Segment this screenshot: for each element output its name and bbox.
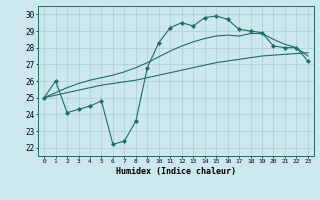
X-axis label: Humidex (Indice chaleur): Humidex (Indice chaleur): [116, 167, 236, 176]
